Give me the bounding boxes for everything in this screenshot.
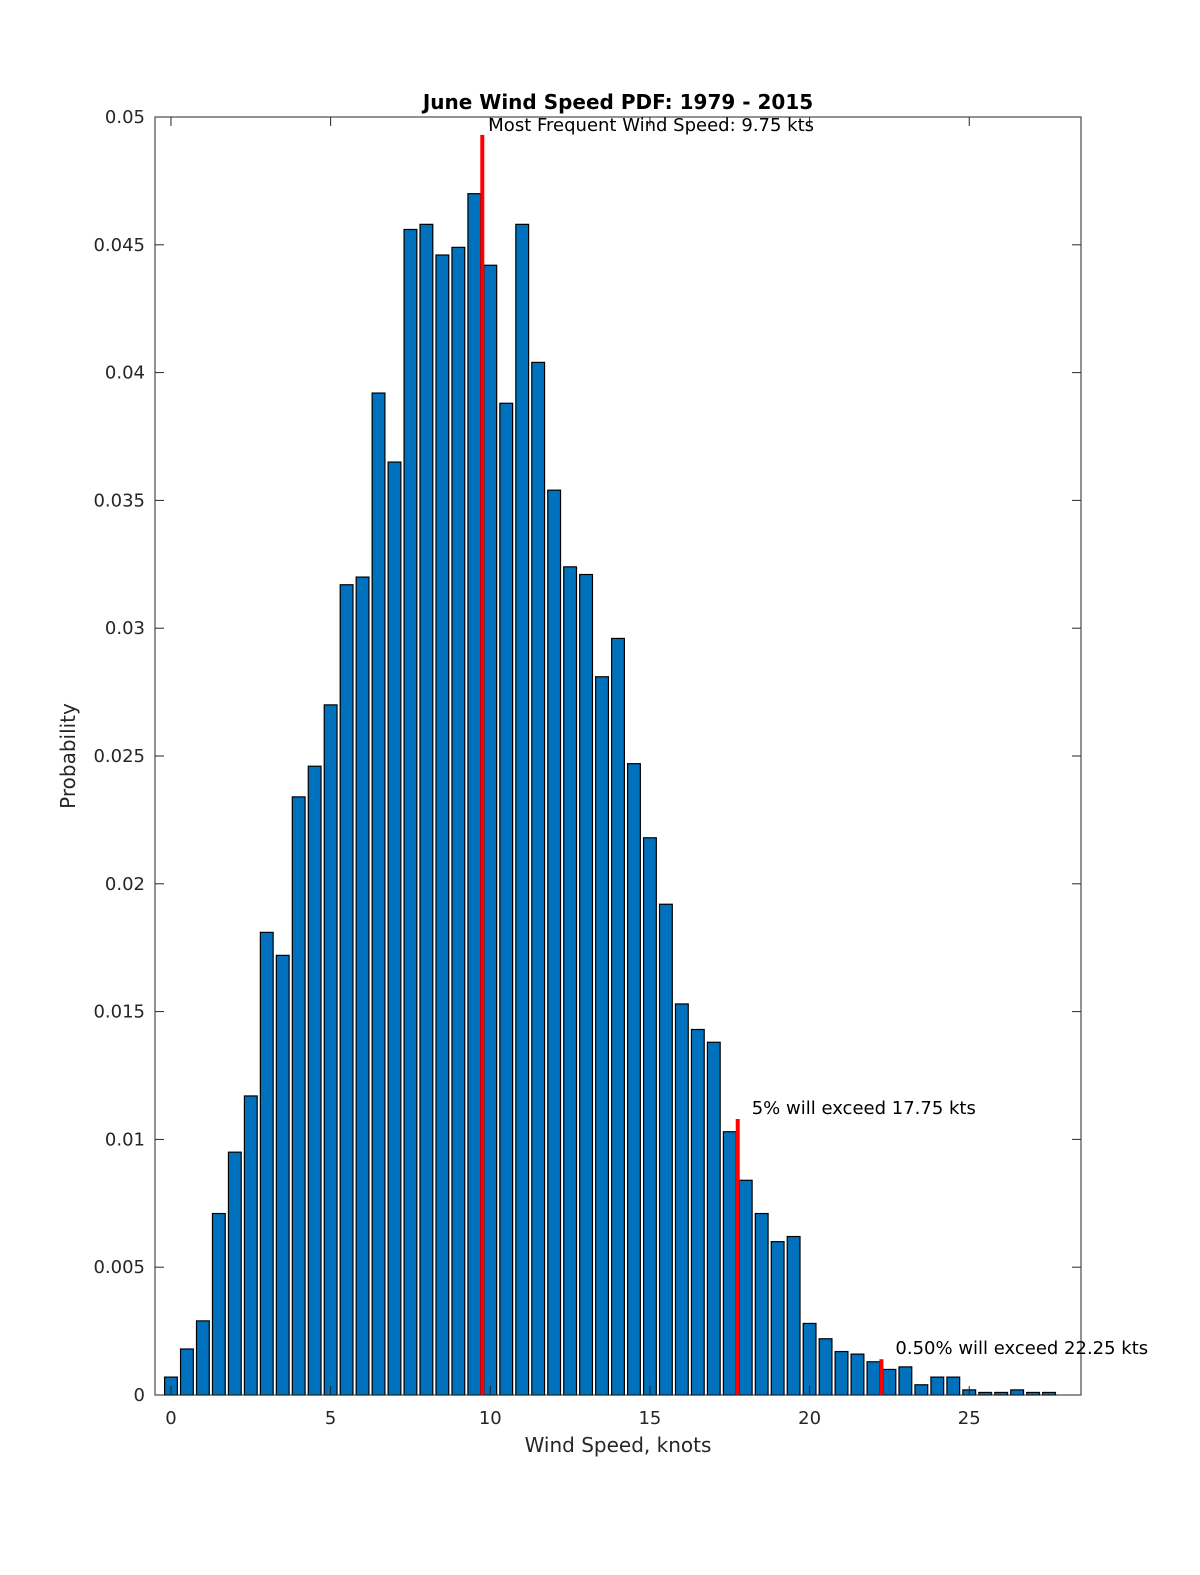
y-tick-label: 0 (134, 1385, 145, 1406)
bar (243, 1095, 258, 1396)
chart-title: June Wind Speed PDF: 1979 - 2015 (421, 90, 813, 114)
bar (786, 1235, 801, 1396)
bar (850, 1353, 865, 1396)
bar (419, 223, 434, 1396)
bar (738, 1179, 753, 1396)
annotation-text: Most Frequent Wind Speed: 9.75 kts (488, 115, 814, 136)
bar (930, 1376, 945, 1396)
bar (195, 1320, 210, 1396)
bar (563, 566, 578, 1396)
bar (802, 1322, 817, 1396)
bar (275, 954, 290, 1396)
bar (211, 1212, 226, 1396)
bar (722, 1131, 737, 1396)
x-tick-label: 0 (165, 1408, 176, 1429)
bar (547, 489, 562, 1396)
y-tick-label: 0.015 (93, 1002, 145, 1023)
bar (882, 1368, 897, 1396)
bar (307, 765, 322, 1396)
bar (914, 1384, 929, 1396)
y-tick-label: 0.045 (93, 235, 145, 256)
annotations-group: Most Frequent Wind Speed: 9.75 kts 5% wil… (488, 115, 1148, 1359)
bar (227, 1151, 242, 1396)
bar (339, 584, 354, 1396)
bar (611, 637, 625, 1396)
bar (531, 361, 546, 1396)
y-tick-label: 0.025 (93, 746, 145, 767)
bar (818, 1338, 833, 1396)
ticks-group: 0 0.005 0.01 0.015 0.02 0.025 0.03 0.035 0.04 0.0… (93, 107, 1081, 1429)
annotation-text: 5% will exceed 17.75 kts (752, 1098, 976, 1119)
y-tick-label: 0.03 (105, 618, 145, 639)
bar (754, 1212, 769, 1396)
bar (179, 1348, 194, 1396)
x-tick-label: 10 (479, 1408, 502, 1429)
bars-group (163, 193, 1057, 1396)
bar (674, 1003, 689, 1396)
bar (579, 573, 594, 1396)
bar (626, 763, 641, 1396)
bar (946, 1376, 961, 1396)
bar (595, 676, 610, 1396)
bar (770, 1241, 785, 1396)
bar (323, 704, 338, 1396)
x-tick-label: 25 (958, 1408, 981, 1429)
bar (1010, 1389, 1025, 1396)
x-tick-label: 20 (798, 1408, 821, 1429)
bar (259, 931, 274, 1396)
bar (642, 837, 657, 1396)
y-tick-label: 0.02 (105, 874, 145, 895)
bar (499, 402, 514, 1396)
bar (387, 461, 402, 1396)
bar (690, 1028, 705, 1396)
x-tick-label: 5 (325, 1408, 336, 1429)
y-tick-label: 0.035 (93, 490, 145, 511)
bar (483, 264, 498, 1396)
bar (467, 193, 482, 1396)
annotation-text: 0.50% will exceed 22.25 kts (895, 1338, 1148, 1359)
bar (403, 228, 418, 1396)
bar (451, 246, 466, 1396)
bar (435, 254, 450, 1396)
bar (834, 1350, 849, 1396)
reference-lines (480, 134, 884, 1395)
bar (371, 392, 386, 1396)
y-tick-label: 0.005 (93, 1257, 145, 1278)
y-tick-label: 0.01 (105, 1129, 145, 1150)
bar (515, 223, 530, 1396)
y-tick-label: 0.04 (105, 363, 145, 384)
bar (355, 576, 370, 1396)
y-axis-label: Probability (56, 703, 80, 809)
x-tick-label: 15 (638, 1408, 661, 1429)
y-tick-label: 0.05 (105, 107, 145, 128)
bar (706, 1041, 721, 1396)
bar (291, 796, 306, 1396)
bar (658, 903, 673, 1396)
bar (866, 1361, 881, 1396)
x-axis-label: Wind Speed, knots (525, 1433, 712, 1457)
bar (898, 1366, 913, 1396)
